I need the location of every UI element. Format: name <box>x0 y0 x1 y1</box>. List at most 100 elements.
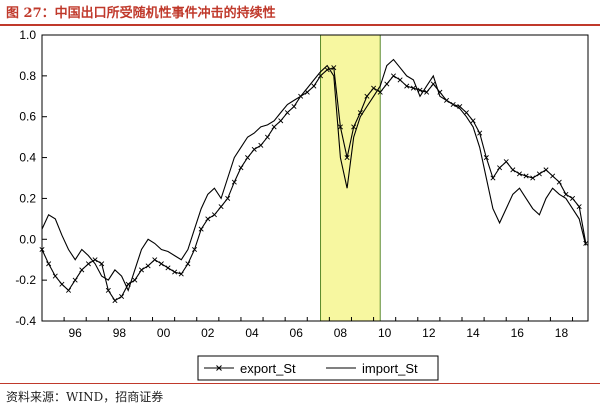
data-point-export_St <box>543 167 549 173</box>
data-point-export_St <box>105 287 111 293</box>
data-point-export_St <box>79 267 85 273</box>
data-point-export_St <box>470 118 476 124</box>
y-tick-label: 0.6 <box>19 110 36 124</box>
series-layer <box>39 58 589 304</box>
y-tick-label: 0.0 <box>19 232 36 246</box>
x-tick-label: 18 <box>555 326 569 340</box>
x-tick-label: 06 <box>290 326 304 340</box>
data-point-export_St <box>178 271 184 277</box>
x-tick-label: 14 <box>466 326 480 340</box>
data-point-export_St <box>52 273 58 279</box>
source-note: 资料来源：WIND，招商证券 <box>6 390 164 404</box>
data-point-export_St <box>377 89 383 95</box>
data-point-export_St <box>251 146 257 152</box>
data-point-export_St <box>165 265 171 271</box>
x-tick-label: 08 <box>334 326 348 340</box>
line-chart: -0.4 -0.2 0.0 0.2 0.4 0.6 0.8 1.0 96 98 00 02 04 06 08… <box>15 28 589 381</box>
data-point-export_St <box>138 267 144 273</box>
x-tick-label: 02 <box>201 326 215 340</box>
y-tick-label: 0.2 <box>19 191 36 205</box>
x-tick-label: 10 <box>378 326 392 340</box>
y-tick-label: 1.0 <box>19 28 36 42</box>
highlight-band <box>320 34 381 322</box>
data-point-export_St <box>238 165 244 171</box>
x-tick-label: 16 <box>511 326 525 340</box>
data-point-export_St <box>231 179 237 185</box>
legend-marker-export_St <box>216 365 222 371</box>
data-point-export_St <box>563 191 569 197</box>
highlight-band-layer <box>320 34 381 322</box>
data-point-export_St <box>46 261 52 267</box>
data-point-export_St <box>397 77 403 83</box>
data-point-export_St <box>278 118 284 124</box>
data-point-export_St <box>390 73 396 79</box>
data-point-export_St <box>490 175 496 181</box>
footer-rule <box>0 383 600 384</box>
legend: export_St import_St <box>197 355 439 381</box>
x-tick-label: 04 <box>245 326 259 340</box>
data-point-export_St <box>550 173 556 179</box>
series-line-import_St <box>41 58 587 292</box>
data-point-export_St <box>576 204 582 210</box>
plot-frame <box>41 34 589 322</box>
data-point-export_St <box>291 103 297 110</box>
data-point-export_St <box>410 85 416 91</box>
data-point-export_St <box>264 134 270 140</box>
data-point-export_St <box>311 83 317 89</box>
data-point-export_St <box>364 93 370 99</box>
x-tick-label: 12 <box>422 326 436 340</box>
data-point-export_St <box>536 171 542 177</box>
data-point-export_St <box>198 226 204 232</box>
data-point-export_St <box>523 173 529 179</box>
data-point-export_St <box>351 124 357 130</box>
y-tick-label: 0.4 <box>19 151 36 165</box>
data-point-export_St <box>344 155 350 161</box>
legend-label-export_St: export_St <box>240 361 296 376</box>
legend-label-import_St: import_St <box>362 361 418 376</box>
data-point-export_St <box>99 261 105 267</box>
data-point-export_St <box>85 261 91 267</box>
data-point-export_St <box>477 130 483 136</box>
x-tick-label: 98 <box>113 326 127 340</box>
data-point-export_St <box>72 277 78 283</box>
data-point-export_St <box>556 179 562 185</box>
data-point-export_St <box>112 298 118 304</box>
title-rule <box>0 24 600 26</box>
data-point-export_St <box>337 124 343 130</box>
y-tick-label: 0.8 <box>19 69 36 83</box>
data-point-export_St <box>424 89 430 95</box>
data-point-export_St <box>158 261 164 267</box>
data-point-export_St <box>497 165 503 171</box>
y-tick-label: -0.2 <box>15 273 36 287</box>
data-point-export_St <box>570 195 576 201</box>
data-point-export_St <box>211 212 217 218</box>
data-point-export_St <box>483 155 489 161</box>
data-point-export_St <box>66 287 72 293</box>
data-point-export_St <box>145 263 151 269</box>
data-point-export_St <box>218 204 224 210</box>
data-point-export_St <box>284 110 290 116</box>
data-point-export_St <box>39 246 45 253</box>
x-tick-label: 00 <box>157 326 171 340</box>
data-point-export_St <box>258 142 264 148</box>
x-tick-label: 96 <box>68 326 82 340</box>
data-point-export_St <box>59 281 65 287</box>
data-point-export_St <box>119 293 125 300</box>
chart-title: 图 27：中国出口所受随机性事件冲击的持续性 <box>6 6 276 21</box>
series-line-export_St <box>41 66 587 302</box>
data-point-export_St <box>172 269 178 275</box>
axes-layer: -0.4 -0.2 0.0 0.2 0.4 0.6 0.8 1.0 96 98 00 02 04 06 08… <box>15 28 589 340</box>
data-point-export_St <box>271 124 277 130</box>
data-point-export_St <box>384 81 390 87</box>
data-point-export_St <box>132 277 138 283</box>
data-point-export_St <box>205 216 211 222</box>
data-point-export_St <box>404 83 410 89</box>
data-point-export_St <box>331 65 337 71</box>
data-point-export_St <box>371 85 377 91</box>
data-point-export_St <box>430 81 436 87</box>
y-tick-label: -0.4 <box>15 314 36 328</box>
data-point-export_St <box>530 175 536 181</box>
data-point-export_St <box>245 155 251 161</box>
data-point-export_St <box>152 257 158 263</box>
data-point-export_St <box>192 246 198 253</box>
